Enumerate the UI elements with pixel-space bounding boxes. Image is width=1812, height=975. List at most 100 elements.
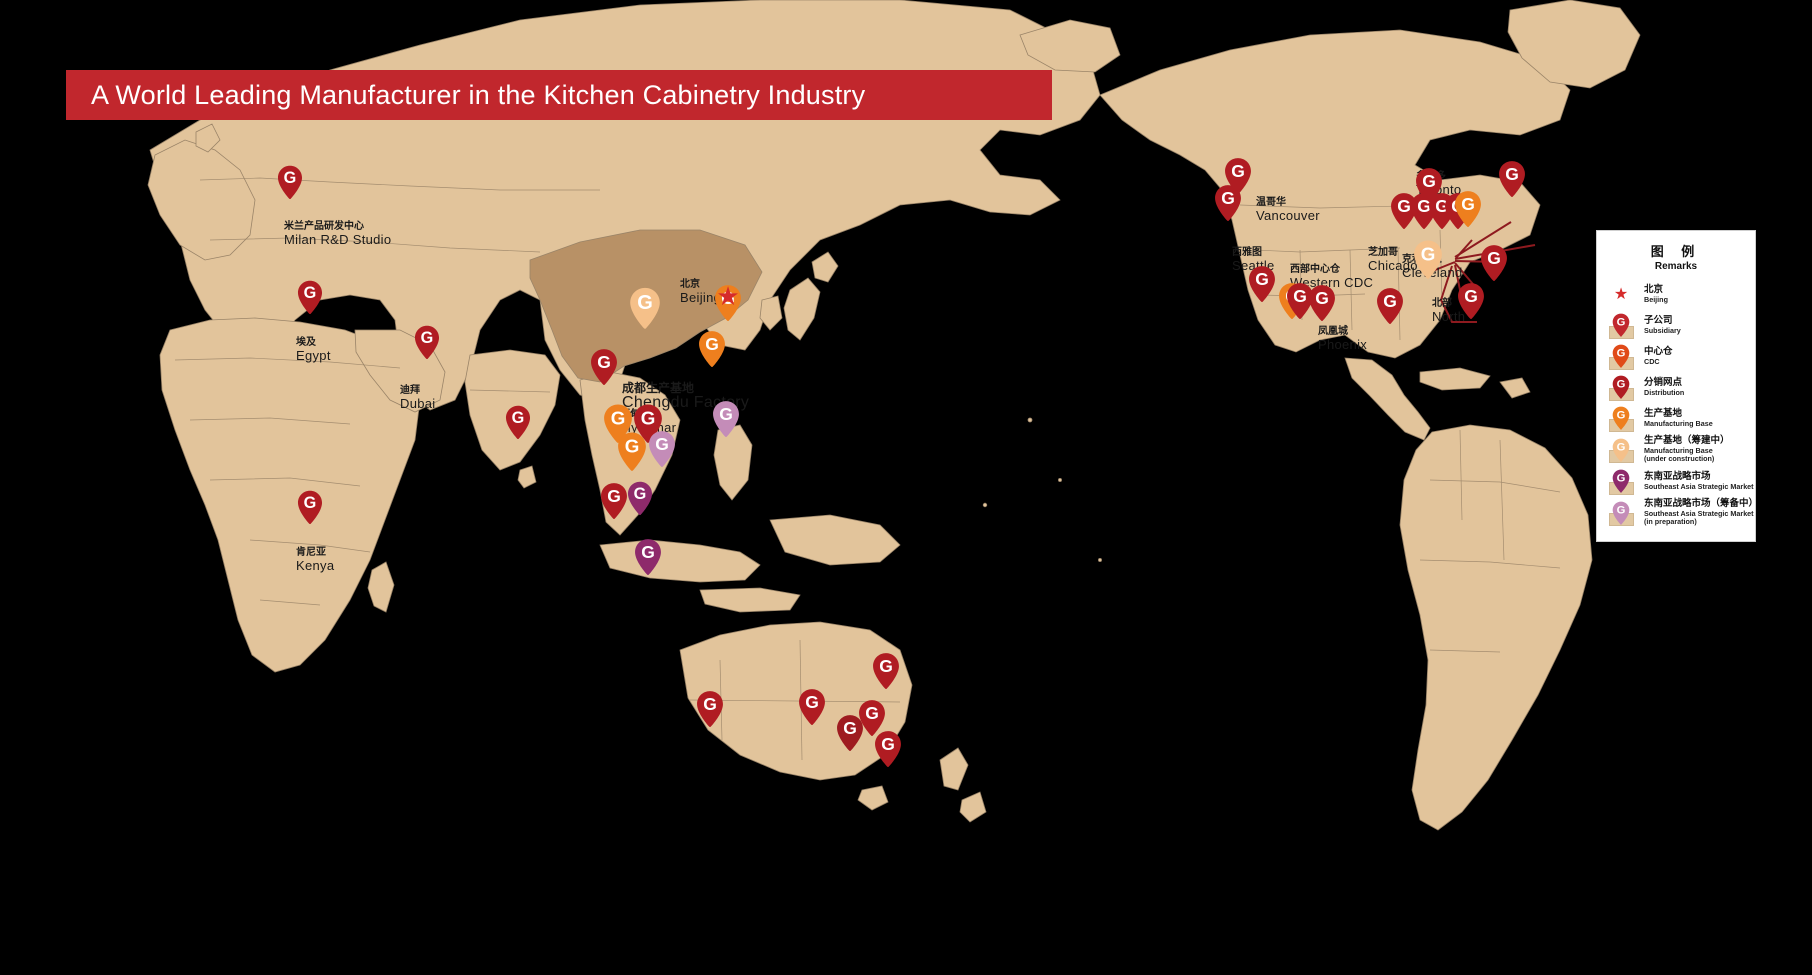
pin-newyork[interactable]: G — [1498, 160, 1526, 198]
pin-north[interactable]: G — [1413, 240, 1443, 281]
legend-item-text: 分销网点 Distribution — [1644, 376, 1685, 397]
pin-chicago-1[interactable]: G — [1390, 192, 1418, 230]
legend-item-text: 子公司 Subsidiary — [1644, 315, 1681, 335]
svg-text:G: G — [881, 734, 895, 754]
legend-item-text: 东南亚战略市场 Southeast Asia Strategic Market — [1644, 471, 1754, 491]
svg-text:G: G — [625, 436, 640, 457]
map-pin-icon: G — [1605, 468, 1637, 495]
svg-text:G: G — [843, 718, 857, 738]
map-pin-icon: G — [1605, 436, 1637, 464]
legend-item-en: Manufacturing Base — [1644, 418, 1713, 428]
pin-atlantic[interactable]: G — [1480, 244, 1508, 282]
pin-chengdu[interactable]: G — [629, 287, 661, 330]
pin-florida[interactable]: G — [1457, 282, 1485, 320]
legend-item-en: Distribution — [1644, 387, 1685, 397]
legend-item-cn: 分销网点 — [1644, 376, 1683, 388]
legend-item-text: 东南亚战略市场（筹备中） Southeast Asia Strategic Mar… — [1644, 498, 1758, 527]
legend-item-en: CDC — [1644, 356, 1660, 366]
svg-text:G: G — [421, 329, 434, 347]
legend-item-5: G 生产基地（筹建中） Manufacturing Base (under cons… — [1605, 435, 1747, 464]
pin-vancouver-2[interactable]: G — [1214, 184, 1242, 222]
svg-text:G: G — [1383, 291, 1397, 311]
svg-text:G: G — [1397, 196, 1411, 216]
svg-text:G: G — [719, 404, 733, 424]
pin-sydney[interactable]: G — [872, 652, 900, 690]
pin-westcdc-3[interactable]: G — [1308, 284, 1336, 322]
pin-malaysia-2[interactable]: G — [627, 481, 653, 516]
legend-item-1: G 子公司 Subsidiary — [1605, 312, 1747, 339]
pin-texas[interactable]: G — [1376, 287, 1404, 325]
legend-item-2: G 中心仓 CDC — [1605, 343, 1747, 370]
svg-text:G: G — [512, 409, 525, 427]
pin-kenya[interactable]: G — [297, 490, 323, 525]
svg-text:G: G — [1617, 441, 1626, 453]
legend-item-en2: (in preparation) — [1644, 517, 1697, 527]
svg-text:G: G — [1255, 269, 1269, 289]
pin-philippines[interactable]: G — [712, 400, 740, 438]
pin-perth[interactable]: G — [696, 690, 724, 728]
svg-text:G: G — [1617, 504, 1626, 516]
svg-text:G: G — [865, 703, 879, 723]
pin-milan[interactable]: G — [277, 165, 303, 200]
pin-adelaide[interactable]: G — [798, 688, 826, 726]
pin-egypt[interactable]: G — [297, 280, 323, 315]
legend-item-cn: 中心仓 — [1644, 345, 1673, 357]
legend-title-en: Remarks — [1654, 261, 1698, 272]
svg-text:G: G — [1617, 379, 1626, 391]
legend-item-4: G 生产基地 Manufacturing Base — [1605, 405, 1747, 432]
legend-item-en: Beijing — [1644, 294, 1668, 304]
svg-text:G: G — [1422, 171, 1436, 191]
svg-text:G: G — [607, 486, 621, 506]
title-banner: A World Leading Manufacturer in the Kitc… — [66, 70, 1052, 120]
svg-text:G: G — [1293, 286, 1307, 306]
legend-item-0: ★ 北京 Beijing — [1605, 281, 1747, 308]
legend-item-text: 中心仓 CDC — [1644, 345, 1673, 366]
svg-text:G: G — [304, 494, 317, 512]
legend-item-cn: 生产基地 — [1644, 407, 1683, 419]
legend-item-3: G 分销网点 Distribution — [1605, 374, 1747, 401]
pin-myanmar[interactable]: G — [590, 348, 618, 386]
legend-item-en2: (under construction) — [1644, 454, 1715, 464]
pin-westcdc-2[interactable]: G — [1286, 282, 1314, 320]
legend-item-text: 生产基地（筹建中） Manufacturing Base (under constr… — [1644, 435, 1730, 464]
svg-text:G: G — [1435, 196, 1449, 216]
legend-item-6: G 东南亚战略市场 Southeast Asia Strategic Market — [1605, 468, 1754, 495]
svg-text:G: G — [304, 284, 317, 302]
svg-text:G: G — [637, 292, 653, 314]
legend-rows: ★ 北京 Beijing G 子公司 Subsidiary G 中心仓 CDC G 分销… — [1605, 281, 1758, 527]
pin-melbourne[interactable]: G — [836, 714, 864, 752]
svg-text:G: G — [703, 694, 717, 714]
pin-cleveland-3[interactable]: G — [1454, 190, 1482, 228]
map-pin-icon: G — [1605, 343, 1637, 370]
pin-thai-1[interactable]: G — [603, 404, 633, 445]
legend-header: 图 例 Remarks — [1605, 241, 1747, 272]
legend-item-en: Southeast Asia Strategic Market — [1644, 481, 1754, 491]
pin-india[interactable]: G — [505, 405, 531, 440]
legend-item-cn: 生产基地（筹建中） — [1644, 435, 1730, 446]
pin-canberra[interactable]: G — [858, 699, 886, 737]
svg-text:G: G — [1617, 473, 1626, 485]
pin-california[interactable]: G — [1248, 265, 1276, 303]
pin-beijing-mfg[interactable]: G — [714, 284, 742, 322]
pin-malaysia-1[interactable]: G — [600, 482, 628, 520]
map-pin-icon: G — [1605, 312, 1637, 339]
legend-item-en: Subsidiary — [1644, 325, 1681, 335]
pin-viet-1[interactable]: G — [617, 432, 647, 473]
pin-brisbane[interactable]: G — [874, 730, 902, 768]
page-title: A World Leading Manufacturer in the Kitc… — [91, 79, 866, 110]
map-pin-icon: G — [1605, 374, 1637, 401]
pin-indonesia[interactable]: G — [634, 538, 662, 576]
pin-dubai[interactable]: G — [414, 325, 440, 360]
svg-text:G: G — [1417, 196, 1431, 216]
svg-text:G: G — [1461, 194, 1475, 214]
pin-east-china[interactable]: G — [698, 330, 726, 368]
pin-vancouver-1[interactable]: G — [1224, 157, 1252, 195]
svg-text:G: G — [641, 542, 655, 562]
pin-viet-2[interactable]: G — [648, 430, 676, 468]
star-glyph: ★ — [1613, 285, 1629, 303]
svg-text:G: G — [1231, 161, 1245, 181]
svg-text:G: G — [721, 288, 735, 308]
svg-text:G: G — [1617, 317, 1626, 329]
svg-text:G: G — [1617, 348, 1626, 360]
